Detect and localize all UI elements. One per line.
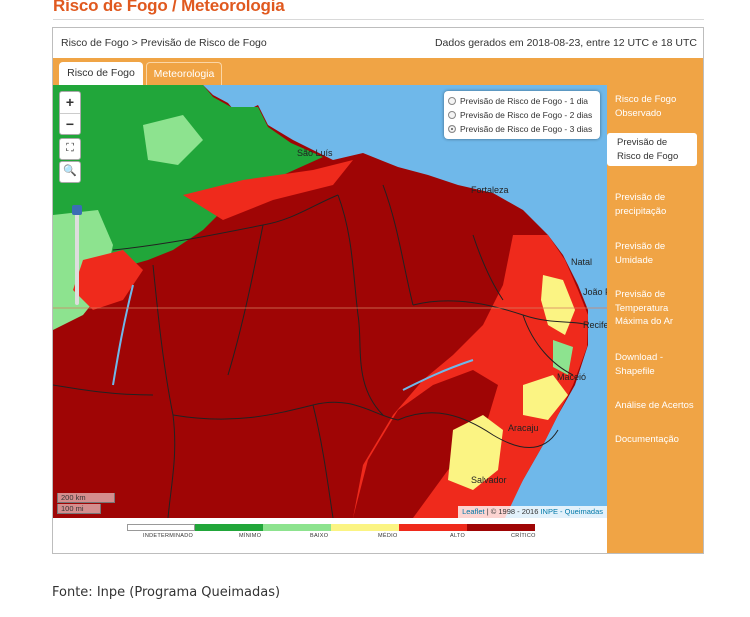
sidebar-item-precipitacao[interactable]: Previsão de precipitação bbox=[615, 192, 667, 217]
forecast-option-label: Previsão de Risco de Fogo - 3 dias bbox=[460, 124, 593, 134]
risk-legend: INDETERMINADO MÍNIMO BAIXO MÉDIO ALTO CR… bbox=[53, 518, 607, 553]
legend-label-medio: MÉDIO bbox=[378, 533, 398, 539]
city-label-aracaju: Aracaju bbox=[508, 423, 539, 433]
fullscreen-icon: ⛶ bbox=[66, 142, 74, 154]
sidebar-item-analise-acertos[interactable]: Análise de Acertos bbox=[615, 400, 694, 411]
forecast-option-label: Previsão de Risco de Fogo - 2 dias bbox=[460, 110, 593, 120]
land-medium-zone-2 bbox=[448, 415, 503, 490]
sidebar-item-documentacao[interactable]: Documentação bbox=[615, 434, 679, 445]
radio-button[interactable] bbox=[448, 97, 456, 105]
legend-label-critico: CRÍTICO bbox=[511, 533, 536, 539]
attribution-text: | © 1998 - 2016 bbox=[484, 507, 541, 516]
city-label-natal: Natal bbox=[571, 257, 592, 267]
leaflet-link[interactable]: Leaflet bbox=[462, 507, 485, 516]
title-divider bbox=[53, 19, 704, 20]
scale-bar-mi: 100 mi bbox=[57, 504, 101, 514]
city-label-recife: Recife bbox=[583, 320, 607, 330]
sidebar-item-umidade[interactable]: Previsão de Umidade bbox=[615, 241, 666, 266]
land-high-zone-nw bbox=[73, 250, 143, 310]
city-label-fortaleza: Fortaleza bbox=[471, 185, 509, 195]
page-title: Risco de Fogo / Meteorologia bbox=[53, 0, 285, 15]
map-canvas[interactable]: São Luís Fortaleza Natal João Pessoa Rec… bbox=[53, 85, 607, 518]
rivers bbox=[112, 284, 474, 391]
source-caption: Fonte: Inpe (Programa Queimadas) bbox=[52, 585, 281, 600]
opacity-slider[interactable] bbox=[72, 205, 82, 305]
land-medium-zone-1 bbox=[541, 275, 575, 335]
land-low-zone-east bbox=[553, 340, 573, 375]
legend-label-minimo: MÍNIMO bbox=[239, 533, 262, 539]
land-critical-inland bbox=[353, 370, 498, 518]
legend-swatch-critico bbox=[467, 524, 535, 531]
forecast-option-2-dias[interactable]: Previsão de Risco de Fogo - 2 dias bbox=[448, 108, 592, 122]
state-borders bbox=[53, 184, 589, 518]
city-label-salvador: Salvador bbox=[471, 475, 507, 485]
forecast-option-label: Previsão de Risco de Fogo - 1 dia bbox=[460, 96, 589, 106]
fullscreen-button[interactable]: ⛶ bbox=[59, 138, 81, 160]
zoom-control: + − bbox=[59, 91, 81, 135]
scale-bar-km: 200 km bbox=[57, 493, 115, 503]
sidebar-item-previsao-risco[interactable]: Previsão de Risco de Fogo bbox=[607, 133, 697, 166]
city-label-sao-luis: São Luís bbox=[297, 148, 333, 158]
land-medium-zone-3 bbox=[523, 375, 568, 420]
city-label-joao-pessoa: João Pessoa bbox=[583, 287, 607, 297]
widget-header: Risco de Fogo > Previsão de Risco de Fog… bbox=[53, 28, 703, 58]
inpe-link[interactable]: INPE - Queimadas bbox=[540, 507, 603, 516]
legend-label-alto: ALTO bbox=[450, 533, 466, 539]
sidebar-item-risco-observado[interactable]: Risco de Fogo Observado bbox=[615, 94, 677, 119]
forecast-option-3-dias[interactable]: Previsão de Risco de Fogo - 3 dias bbox=[448, 122, 592, 136]
legend-label-indeterminado: INDETERMINADO bbox=[143, 533, 194, 539]
data-generated-text: Dados gerados em 2018-08-23, entre 12 UT… bbox=[434, 37, 697, 49]
legend-label-baixo: BAIXO bbox=[310, 533, 329, 539]
opacity-slider-handle[interactable] bbox=[72, 205, 82, 215]
tab-bar: Risco de Fogo Meteorologia bbox=[53, 58, 703, 85]
forecast-selector: Previsão de Risco de Fogo - 1 dia Previs… bbox=[444, 91, 600, 139]
search-icon: 🔍 bbox=[63, 165, 77, 177]
legend-swatch-alto bbox=[399, 524, 467, 531]
radio-button-selected[interactable] bbox=[448, 125, 456, 133]
sidebar-item-temperatura[interactable]: Previsão de Temperatura Máxima do Ar bbox=[615, 289, 674, 327]
radio-button[interactable] bbox=[448, 111, 456, 119]
map-widget: Risco de Fogo > Previsão de Risco de Fog… bbox=[52, 27, 704, 554]
legend-swatch-indeterminado bbox=[127, 524, 195, 531]
sidebar-menu: Risco de Fogo Observado Previsão de Risc… bbox=[607, 85, 703, 553]
sidebar-item-download-shapefile[interactable]: Download - Shapefile bbox=[615, 352, 664, 377]
land-minimum-zone bbox=[53, 85, 323, 280]
city-label-maceio: Maceió bbox=[557, 372, 586, 382]
legend-swatch-medio bbox=[331, 524, 399, 531]
legend-swatch-minimo bbox=[195, 524, 263, 531]
legend-swatch-baixo bbox=[263, 524, 331, 531]
search-button[interactable]: 🔍 bbox=[59, 161, 81, 183]
land-high-zone-n bbox=[183, 160, 353, 220]
breadcrumb: Risco de Fogo > Previsão de Risco de Fog… bbox=[61, 37, 267, 49]
zoom-out-button[interactable]: − bbox=[65, 116, 75, 132]
land-low-zone-2 bbox=[143, 115, 203, 165]
opacity-slider-track[interactable] bbox=[75, 205, 79, 305]
fire-risk-map[interactable]: São Luís Fortaleza Natal João Pessoa Rec… bbox=[53, 85, 607, 518]
forecast-option-1-dia[interactable]: Previsão de Risco de Fogo - 1 dia bbox=[448, 94, 588, 108]
tab-meteorologia[interactable]: Meteorologia bbox=[146, 62, 222, 85]
map-attribution: Leaflet | © 1998 - 2016 INPE - Queimadas bbox=[458, 506, 607, 518]
tab-risco-de-fogo[interactable]: Risco de Fogo bbox=[59, 62, 143, 85]
zoom-in-button[interactable]: + bbox=[60, 92, 80, 114]
